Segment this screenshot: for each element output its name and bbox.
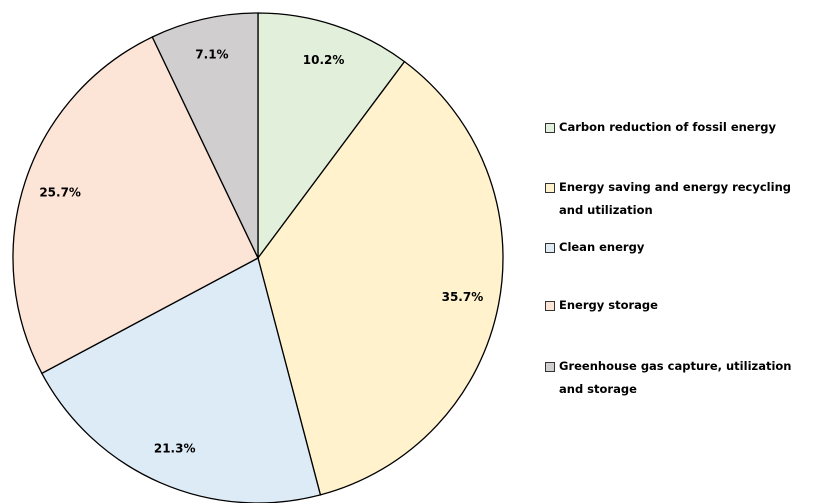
- data-label: 7.1%: [195, 47, 228, 61]
- legend-item: Energy saving and energy recycling and u…: [545, 176, 813, 222]
- legend-item: Clean energy: [545, 236, 813, 259]
- pie-slice: [151, 12, 259, 259]
- data-label: 10.2%: [303, 53, 345, 67]
- legend-item: Carbon reduction of fossil energy: [545, 116, 813, 139]
- data-label: 25.7%: [39, 186, 81, 200]
- pie-slice: [257, 60, 504, 496]
- legend-label: Energy storage: [559, 298, 658, 312]
- pie-slice: [12, 36, 259, 375]
- pie-slice: [40, 257, 322, 503]
- legend-label: Greenhouse gas capture, utilization and …: [559, 359, 792, 396]
- legend-label: Energy saving and energy recycling and u…: [559, 180, 791, 217]
- legend-swatch: [545, 243, 555, 253]
- legend-swatch: [545, 183, 555, 193]
- data-label: 35.7%: [442, 290, 484, 304]
- legend-label: Carbon reduction of fossil energy: [559, 120, 777, 134]
- legend-swatch: [545, 123, 555, 133]
- legend-item: Energy storage: [545, 294, 813, 317]
- data-label: 21.3%: [154, 441, 196, 455]
- legend-item: Greenhouse gas capture, utilization and …: [545, 355, 813, 401]
- pie-slice: [257, 12, 406, 260]
- legend-label: Clean energy: [559, 240, 645, 254]
- legend-swatch: [545, 362, 555, 372]
- legend-swatch: [545, 301, 555, 311]
